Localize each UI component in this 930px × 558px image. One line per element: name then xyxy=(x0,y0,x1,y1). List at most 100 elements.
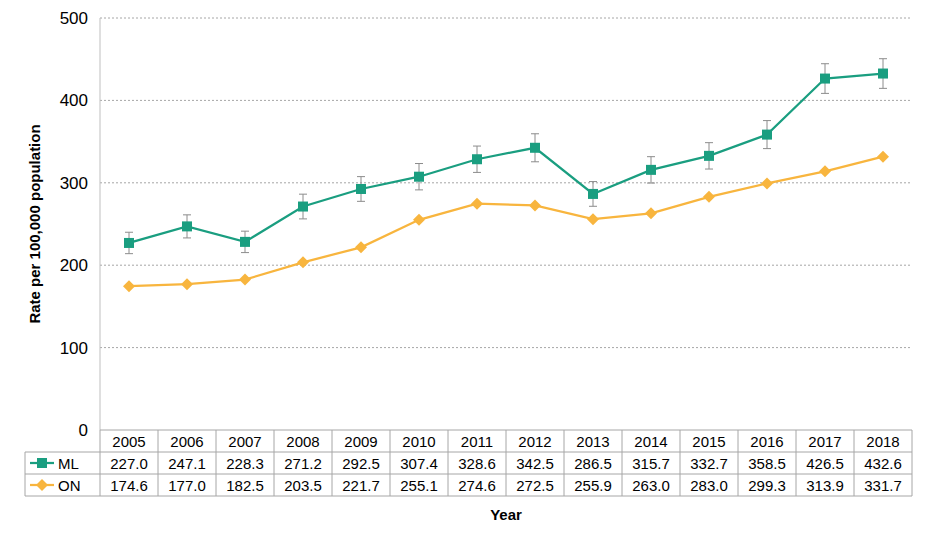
error-bar xyxy=(415,164,423,190)
error-bar-cap xyxy=(183,237,191,238)
data-label: 432.6 xyxy=(864,455,902,472)
marker xyxy=(413,214,425,226)
marker xyxy=(761,177,773,189)
error-bar-cap xyxy=(357,176,365,177)
y-tick-label: 200 xyxy=(60,256,88,275)
x-tick-label: 2017 xyxy=(808,433,841,450)
x-tick-label: 2010 xyxy=(402,433,435,450)
error-bar-cap xyxy=(531,161,539,162)
data-label: 272.5 xyxy=(516,477,554,494)
error-bar-cap xyxy=(879,58,887,59)
error-bar-cap xyxy=(473,146,481,147)
marker xyxy=(239,274,251,286)
marker xyxy=(820,74,830,84)
error-bar-cap xyxy=(763,148,771,149)
data-label: 228.3 xyxy=(226,455,264,472)
error-bar-cap xyxy=(647,156,655,157)
error-bar xyxy=(821,64,829,94)
data-label: 283.0 xyxy=(690,477,728,494)
table-border xyxy=(448,430,449,496)
x-tick-label: 2008 xyxy=(286,433,319,450)
data-label: 286.5 xyxy=(574,455,612,472)
table-border xyxy=(854,430,855,496)
y-tick-label: 0 xyxy=(79,421,88,440)
table-border xyxy=(564,430,565,496)
legend-label: ON xyxy=(58,477,81,494)
data-label: 332.7 xyxy=(690,455,728,472)
marker xyxy=(588,189,598,199)
table-border xyxy=(274,430,275,496)
data-label: 221.7 xyxy=(342,477,380,494)
error-bar xyxy=(125,232,133,253)
data-table: 2005200620072008200920102011201220132014… xyxy=(25,430,912,496)
error-bar-cap xyxy=(821,93,829,94)
data-label: 271.2 xyxy=(284,455,322,472)
data-label: 307.4 xyxy=(400,455,438,472)
marker xyxy=(182,221,192,231)
table-border xyxy=(506,430,507,496)
marker xyxy=(36,479,48,491)
data-label: 274.6 xyxy=(458,477,496,494)
data-label: 174.6 xyxy=(110,477,148,494)
error-bar-cap xyxy=(531,133,539,134)
x-tick-label: 2005 xyxy=(112,433,145,450)
y-tick-label: 500 xyxy=(60,9,88,28)
error-bar xyxy=(647,157,655,183)
x-tick-label: 2011 xyxy=(461,433,493,450)
error-bar-cap xyxy=(415,163,423,164)
y-axis-line xyxy=(100,18,101,430)
data-label: 263.0 xyxy=(632,477,670,494)
marker xyxy=(819,165,831,177)
marker xyxy=(645,207,657,219)
data-label: 342.5 xyxy=(516,455,554,472)
error-bar-cap xyxy=(125,253,133,254)
error-bar-cap xyxy=(241,231,249,232)
error-bar-cap xyxy=(415,189,423,190)
x-tick-label: 2013 xyxy=(576,433,609,450)
error-bar-cap xyxy=(125,232,133,233)
error-bar xyxy=(531,134,539,162)
table-border xyxy=(100,430,101,496)
marker xyxy=(877,151,889,163)
legend-label: ML xyxy=(58,455,79,472)
error-bar-cap xyxy=(879,88,887,89)
error-bar-cap xyxy=(763,120,771,121)
data-label: 358.5 xyxy=(748,455,786,472)
table-border xyxy=(390,430,391,496)
error-bar-cap xyxy=(299,194,307,195)
table-border xyxy=(796,430,797,496)
error-bar-cap xyxy=(821,63,829,64)
data-label: 227.0 xyxy=(110,455,148,472)
x-tick-label: 2006 xyxy=(170,433,203,450)
x-tick-label: 2016 xyxy=(750,433,783,450)
data-label: 328.6 xyxy=(458,455,496,472)
marker xyxy=(37,458,47,468)
data-label: 203.5 xyxy=(284,477,322,494)
error-bar-cap xyxy=(705,169,713,170)
table-border xyxy=(912,430,913,496)
marker xyxy=(414,172,424,182)
x-tick-label: 2009 xyxy=(344,433,377,450)
y-axis-label: Rate per 100,000 population xyxy=(26,124,43,323)
table-border xyxy=(158,430,159,496)
series-line xyxy=(129,74,883,243)
marker xyxy=(297,256,309,268)
data-label: 313.9 xyxy=(806,477,844,494)
error-bar-cap xyxy=(473,172,481,173)
data-label: 331.7 xyxy=(864,477,902,494)
data-label: 426.5 xyxy=(806,455,844,472)
marker xyxy=(646,165,656,175)
grid-line xyxy=(100,265,912,266)
x-axis-label: Year xyxy=(490,506,522,523)
marker xyxy=(762,130,772,140)
x-tick-label: 2018 xyxy=(866,433,899,450)
data-label: 255.1 xyxy=(400,477,438,494)
x-tick-label: 2007 xyxy=(228,433,261,450)
data-label: 299.3 xyxy=(748,477,786,494)
marker xyxy=(356,184,366,194)
y-tick-label: 400 xyxy=(60,91,88,110)
error-bar-cap xyxy=(589,206,597,207)
error-bar xyxy=(589,182,597,207)
x-tick-label: 2014 xyxy=(634,433,667,450)
marker xyxy=(530,143,540,153)
